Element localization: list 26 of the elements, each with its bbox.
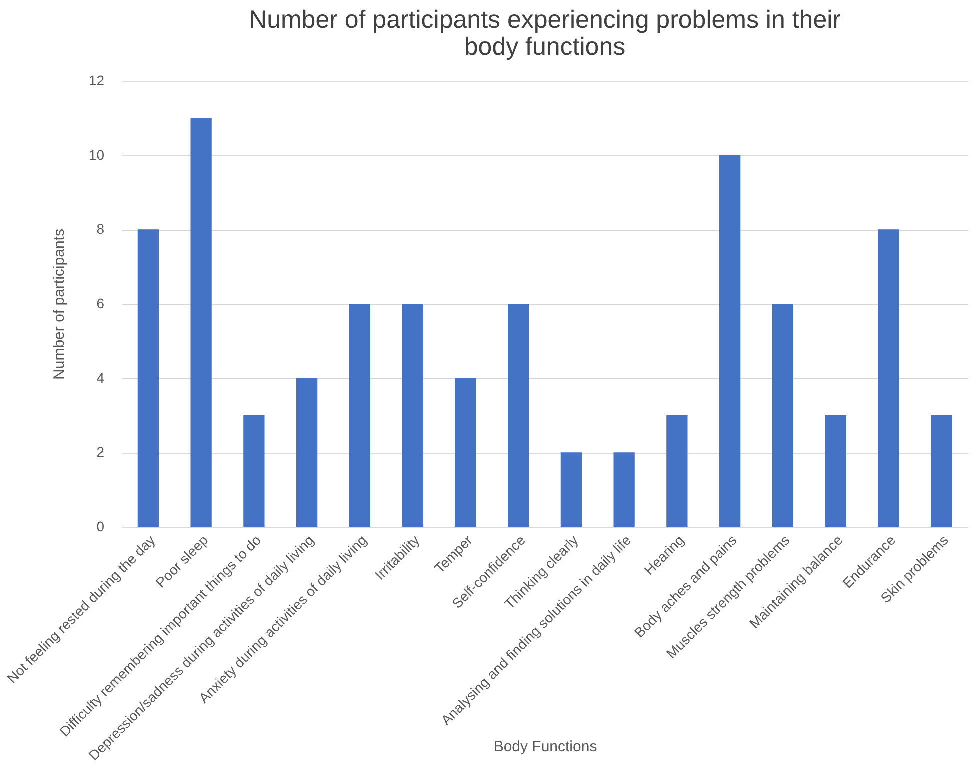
bar — [402, 304, 424, 527]
bar — [666, 416, 688, 527]
bar — [138, 230, 160, 527]
x-axis-title: Body Functions — [494, 738, 598, 756]
y-tick-label: 12 — [88, 72, 105, 88]
bar — [508, 304, 530, 527]
bar — [190, 118, 212, 527]
bar — [772, 304, 794, 527]
y-tick-label: 8 — [96, 221, 105, 238]
bar — [825, 416, 846, 527]
bar — [719, 155, 741, 527]
bar — [296, 378, 318, 527]
y-tick-label: 4 — [96, 370, 105, 386]
bar — [878, 230, 900, 527]
bar — [560, 452, 582, 527]
chart-title: Number of participants experiencing problems in their body functions — [249, 6, 841, 61]
y-tick-label: 10 — [88, 146, 105, 163]
bar — [614, 452, 635, 527]
bar — [930, 416, 952, 527]
bar — [349, 304, 371, 527]
y-tick-label: 2 — [96, 444, 105, 460]
y-axis-title: Number of participants — [50, 229, 68, 380]
bar — [455, 378, 476, 527]
bar — [244, 416, 265, 527]
y-tick-label: 6 — [96, 296, 105, 312]
y-tick-label: 0 — [96, 518, 105, 534]
